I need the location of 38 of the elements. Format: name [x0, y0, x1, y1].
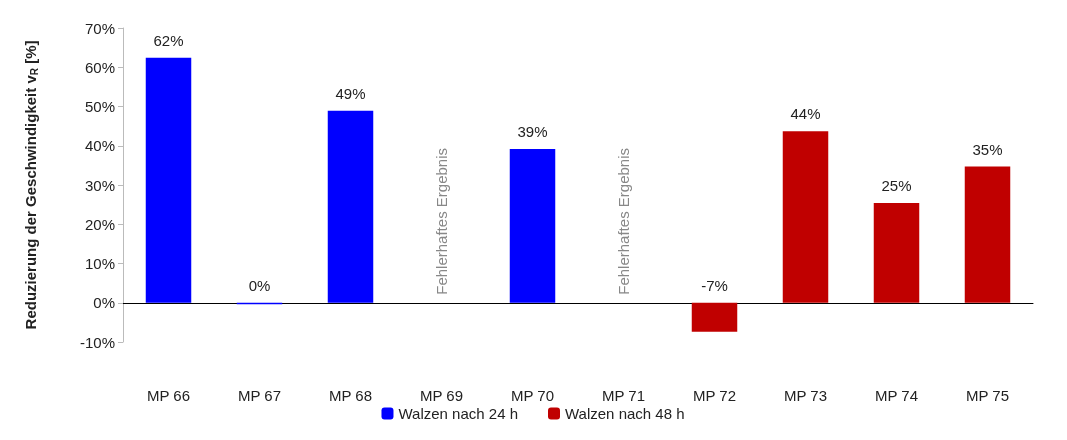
y-tick-label: 50% — [84, 98, 115, 115]
data-label: 35% — [972, 140, 1003, 158]
y-tick-label: -10% — [79, 333, 115, 351]
x-tick-label: MP 66 — [146, 387, 191, 404]
x-tick-label: MP 67 — [237, 387, 282, 404]
bar — [327, 110, 374, 303]
x-tick-label: MP 73 — [783, 387, 828, 404]
y-tick-label: 20% — [84, 215, 115, 233]
data-label: -7% — [701, 276, 728, 294]
annotation: Fehlerhaftes Ergebnis — [433, 148, 450, 295]
x-tick-label: MP 75 — [965, 387, 1010, 404]
bar — [873, 203, 920, 303]
y-tick-label: 40% — [84, 137, 115, 155]
legend-label: Walzen nach 48 h — [565, 405, 685, 422]
bar — [509, 148, 556, 303]
bar — [782, 131, 829, 303]
x-tick-label: MP 72 — [692, 387, 737, 404]
data-label: 0% — [248, 276, 271, 294]
x-tick-label: MP 70 — [510, 387, 555, 404]
annotation: Fehlerhaftes Ergebnis — [615, 148, 632, 295]
y-tick-label: 0% — [93, 294, 115, 312]
bar — [145, 57, 192, 303]
data-label: 62% — [153, 31, 184, 49]
x-tick-label: MP 69 — [419, 387, 464, 404]
data-label: 39% — [517, 122, 548, 140]
x-tick-label: MP 71 — [601, 387, 646, 404]
y-tick-label: 70% — [84, 19, 115, 37]
bar — [691, 302, 738, 332]
x-tick-label: MP 68 — [328, 387, 373, 404]
y-tick-label: 10% — [84, 255, 115, 272]
y-tick-label: 60% — [84, 58, 115, 76]
y-tick-label: 30% — [84, 176, 115, 194]
data-label: 25% — [881, 177, 912, 195]
data-label: 49% — [335, 84, 366, 102]
bar — [964, 166, 1011, 303]
data-label: 44% — [790, 105, 821, 123]
x-tick-label: MP 74 — [874, 387, 919, 404]
legend-label: Walzen nach 24 h — [398, 405, 519, 422]
